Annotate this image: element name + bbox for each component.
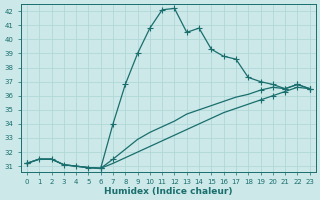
X-axis label: Humidex (Indice chaleur): Humidex (Indice chaleur) bbox=[104, 187, 233, 196]
